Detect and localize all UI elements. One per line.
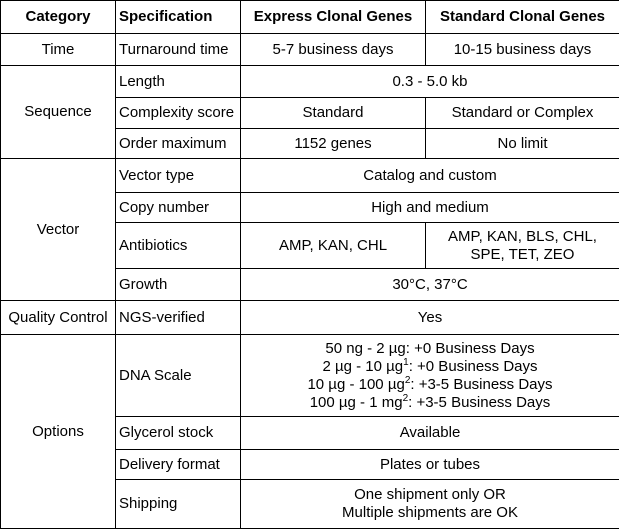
spec-cell-antibiotics: Antibiotics — [116, 223, 241, 269]
dna-scale-line: 10 µg - 100 µg2: +3-5 Business Days — [244, 376, 616, 394]
express-value-antibiotics: AMP, KAN, CHL — [241, 223, 426, 269]
spec-cell-growth: Growth — [116, 269, 241, 301]
spec-cell-ngs-verified: NGS-verified — [116, 301, 241, 335]
column-header-standard-clonal-genes: Standard Clonal Genes — [426, 1, 619, 34]
spec-cell-turnaround-time: Turnaround time — [116, 34, 241, 66]
shipping-line: One shipment only OR — [244, 486, 616, 504]
spec-cell-shipping: Shipping — [116, 480, 241, 529]
shared-value-length: 0.3 - 5.0 kb — [241, 66, 619, 98]
spec-cell-copy-number: Copy number — [116, 193, 241, 223]
shared-value-growth: 30°C, 37°C — [241, 269, 619, 301]
category-cell-quality-control: Quality Control — [1, 301, 116, 335]
column-header-category: Category — [1, 1, 116, 34]
shared-value-ngs-verified: Yes — [241, 301, 619, 335]
spec-cell-length: Length — [116, 66, 241, 98]
shared-value-shipping: One shipment only OR Multiple shipments … — [241, 480, 619, 529]
standard-value-turnaround: 10-15 business days — [426, 34, 619, 66]
spec-cell-order-maximum: Order maximum — [116, 129, 241, 159]
antibiotics-line: AMP, KAN, BLS, CHL, — [429, 228, 616, 246]
shared-value-vector-type: Catalog and custom — [241, 159, 619, 193]
row-length: Sequence Length 0.3 - 5.0 kb — [1, 66, 619, 98]
express-value-turnaround: 5-7 business days — [241, 34, 426, 66]
spec-cell-dna-scale: DNA Scale — [116, 335, 241, 417]
shared-value-copy-number: High and medium — [241, 193, 619, 223]
column-header-express-clonal-genes: Express Clonal Genes — [241, 1, 426, 34]
row-turnaround-time: Time Turnaround time 5-7 business days 1… — [1, 34, 619, 66]
category-cell-sequence: Sequence — [1, 66, 116, 159]
row-dna-scale: Options DNA Scale 50 ng - 2 µg: +0 Busin… — [1, 335, 619, 417]
spec-cell-delivery-format: Delivery format — [116, 450, 241, 480]
column-header-specification: Specification — [116, 1, 241, 34]
row-ngs-verified: Quality Control NGS-verified Yes — [1, 301, 619, 335]
express-value-complexity: Standard — [241, 98, 426, 129]
standard-value-order-maximum: No limit — [426, 129, 619, 159]
category-cell-time: Time — [1, 34, 116, 66]
category-cell-options: Options — [1, 335, 116, 529]
express-value-order-maximum: 1152 genes — [241, 129, 426, 159]
dna-scale-line: 100 µg - 1 mg2: +3-5 Business Days — [244, 394, 616, 412]
shared-value-dna-scale: 50 ng - 2 µg: +0 Business Days 2 µg - 10… — [241, 335, 619, 417]
shared-value-delivery-format: Plates or tubes — [241, 450, 619, 480]
row-vector-type: Vector Vector type Catalog and custom — [1, 159, 619, 193]
standard-value-complexity: Standard or Complex — [426, 98, 619, 129]
spec-cell-vector-type: Vector type — [116, 159, 241, 193]
header-row: Category Specification Express Clonal Ge… — [1, 1, 619, 34]
spec-cell-complexity-score: Complexity score — [116, 98, 241, 129]
shipping-line: Multiple shipments are OK — [244, 504, 616, 522]
category-cell-vector: Vector — [1, 159, 116, 301]
dna-scale-line: 2 µg - 10 µg1: +0 Business Days — [244, 358, 616, 376]
spec-cell-glycerol-stock: Glycerol stock — [116, 417, 241, 450]
standard-value-antibiotics: AMP, KAN, BLS, CHL, SPE, TET, ZEO — [426, 223, 619, 269]
dna-scale-line: 50 ng - 2 µg: +0 Business Days — [244, 340, 616, 358]
shared-value-glycerol-stock: Available — [241, 417, 619, 450]
antibiotics-line: SPE, TET, ZEO — [429, 246, 616, 264]
